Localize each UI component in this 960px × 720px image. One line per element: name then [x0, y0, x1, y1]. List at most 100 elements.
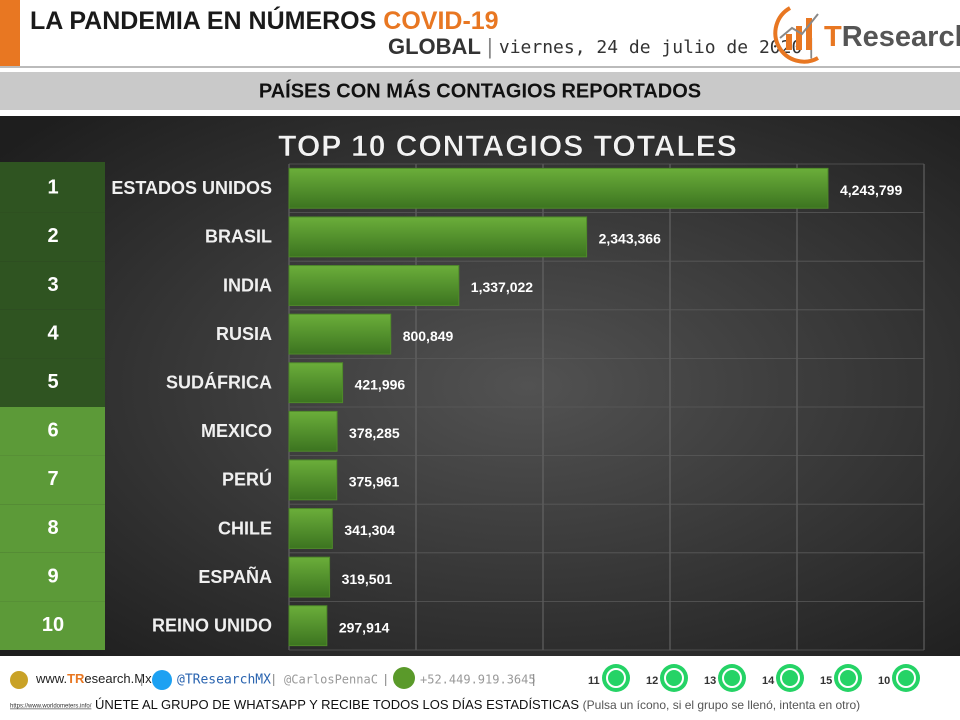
phone[interactable]: +52.449.919.3645	[420, 673, 536, 687]
category-label: ESTADOS UNIDOS	[111, 178, 272, 198]
value-label: 421,996	[355, 376, 406, 392]
category-label: MEXICO	[201, 421, 272, 441]
whatsapp-inner	[896, 668, 916, 688]
whatsapp-groups: 11 12 13 14 15 10	[588, 664, 920, 692]
logo: TResearch	[773, 6, 960, 64]
logo-rest: Research	[842, 21, 960, 53]
rank: 4	[47, 322, 59, 344]
rank-cell	[0, 504, 105, 553]
whatsapp-group[interactable]: 11	[588, 664, 630, 692]
whatsapp-inner	[722, 668, 742, 688]
note: (Pulsa un ícono, si el grupo se llenó, i…	[583, 698, 861, 712]
rank: 3	[47, 274, 58, 296]
phone-icon	[393, 667, 415, 689]
title-main: LA PANDEMIA EN NÚMEROS	[30, 5, 376, 35]
date: viernes, 24 de julio de 2020	[499, 37, 802, 58]
header-accent	[0, 0, 20, 68]
rank: 1	[47, 177, 58, 199]
bar	[288, 556, 331, 598]
value-label: 2,343,366	[599, 231, 661, 247]
region: GLOBAL	[388, 34, 481, 59]
rank-cell	[0, 162, 105, 213]
value-label: 378,285	[349, 425, 400, 441]
value-label: 375,961	[349, 474, 400, 490]
header-subtitle: GLOBAL | viernes, 24 de julio de 2020 |	[388, 34, 814, 59]
separator: |	[487, 34, 493, 59]
logo-t: T	[824, 21, 842, 53]
whatsapp-group[interactable]: 12	[646, 664, 688, 692]
source[interactable]: https://www.worldometers.info/	[10, 704, 92, 710]
twitter[interactable]: @TResearchMX	[177, 673, 271, 688]
value-label: 1,337,022	[471, 279, 533, 295]
whatsapp-group[interactable]: 10	[878, 664, 920, 692]
category-label: BRASIL	[205, 227, 272, 247]
rank: 5	[47, 371, 58, 393]
chart-title: TOP 10 CONTAGIOS TOTALES	[278, 130, 738, 163]
whatsapp-group[interactable]: 14	[762, 664, 804, 692]
twitter-secondary[interactable]: @CarlosPennaC	[284, 673, 378, 687]
rank: 9	[47, 565, 58, 587]
value-label: 319,501	[342, 571, 393, 587]
bar	[288, 216, 588, 258]
group-number: 15	[820, 675, 832, 687]
rank-cell	[0, 261, 105, 310]
rank: 7	[47, 468, 58, 490]
group-number: 11	[588, 675, 600, 687]
banner	[0, 72, 960, 110]
twitter-icon	[152, 670, 172, 690]
bar	[288, 167, 829, 209]
whatsapp-inner	[664, 668, 684, 688]
bar	[288, 605, 328, 647]
category-label: ESPAÑA	[198, 566, 272, 587]
rank-cell	[0, 455, 105, 505]
footer-cta: ÚNETE AL GRUPO DE WHATSAPP Y RECIBE TODO…	[95, 697, 860, 712]
website-accent: TR	[67, 671, 85, 686]
title-accent: COVID-19	[383, 7, 498, 35]
bar	[288, 313, 392, 355]
value-label: 297,914	[339, 619, 390, 635]
value-label: 4,243,799	[840, 182, 902, 198]
rank-cell	[0, 407, 105, 456]
group-number: 12	[646, 675, 658, 687]
rank: 2	[47, 225, 58, 247]
bar	[288, 459, 338, 501]
category-label: REINO UNIDO	[152, 615, 272, 635]
group-number: 13	[704, 675, 716, 687]
value-label: 341,304	[344, 522, 395, 538]
category-label: CHILE	[218, 518, 272, 538]
category-label: PERÚ	[222, 469, 272, 490]
bar	[288, 508, 333, 549]
rank-cell	[0, 212, 105, 262]
rank: 10	[42, 614, 64, 636]
plot: 1 ESTADOS UNIDOS 4,243,799 2 BRASIL 2,343,366…	[0, 162, 925, 651]
separator: |	[384, 671, 387, 686]
rank-cell	[0, 552, 105, 602]
whatsapp-group[interactable]: 13	[704, 664, 746, 692]
website-prefix: www.	[35, 671, 67, 686]
rank: 6	[47, 420, 58, 442]
rank-cell	[0, 309, 105, 359]
rank-cell	[0, 358, 105, 407]
category-label: RUSIA	[216, 324, 272, 344]
header-rule	[0, 66, 960, 68]
cta: ÚNETE AL GRUPO DE WHATSAPP Y RECIBE TODO…	[95, 697, 579, 712]
bar	[288, 265, 460, 306]
web-icon	[10, 671, 28, 689]
rank: 8	[47, 517, 58, 539]
category-label: INDIA	[223, 275, 272, 295]
rank-cell	[0, 601, 105, 650]
value-label: 800,849	[403, 328, 454, 344]
whatsapp-inner	[780, 668, 800, 688]
separator: |	[532, 671, 535, 686]
group-number: 14	[762, 675, 775, 687]
whatsapp-inner	[838, 668, 858, 688]
bar	[288, 410, 338, 452]
website[interactable]: www.TResearch.Mx	[35, 671, 152, 686]
banner-text: PAÍSES CON MÁS CONTAGIOS REPORTADOS	[259, 79, 701, 102]
header-title: LA PANDEMIA EN NÚMEROS COVID-19	[30, 5, 499, 35]
bar	[288, 362, 344, 404]
whatsapp-group[interactable]: 15	[820, 664, 862, 692]
whatsapp-inner	[606, 668, 626, 688]
separator: |	[140, 671, 143, 686]
